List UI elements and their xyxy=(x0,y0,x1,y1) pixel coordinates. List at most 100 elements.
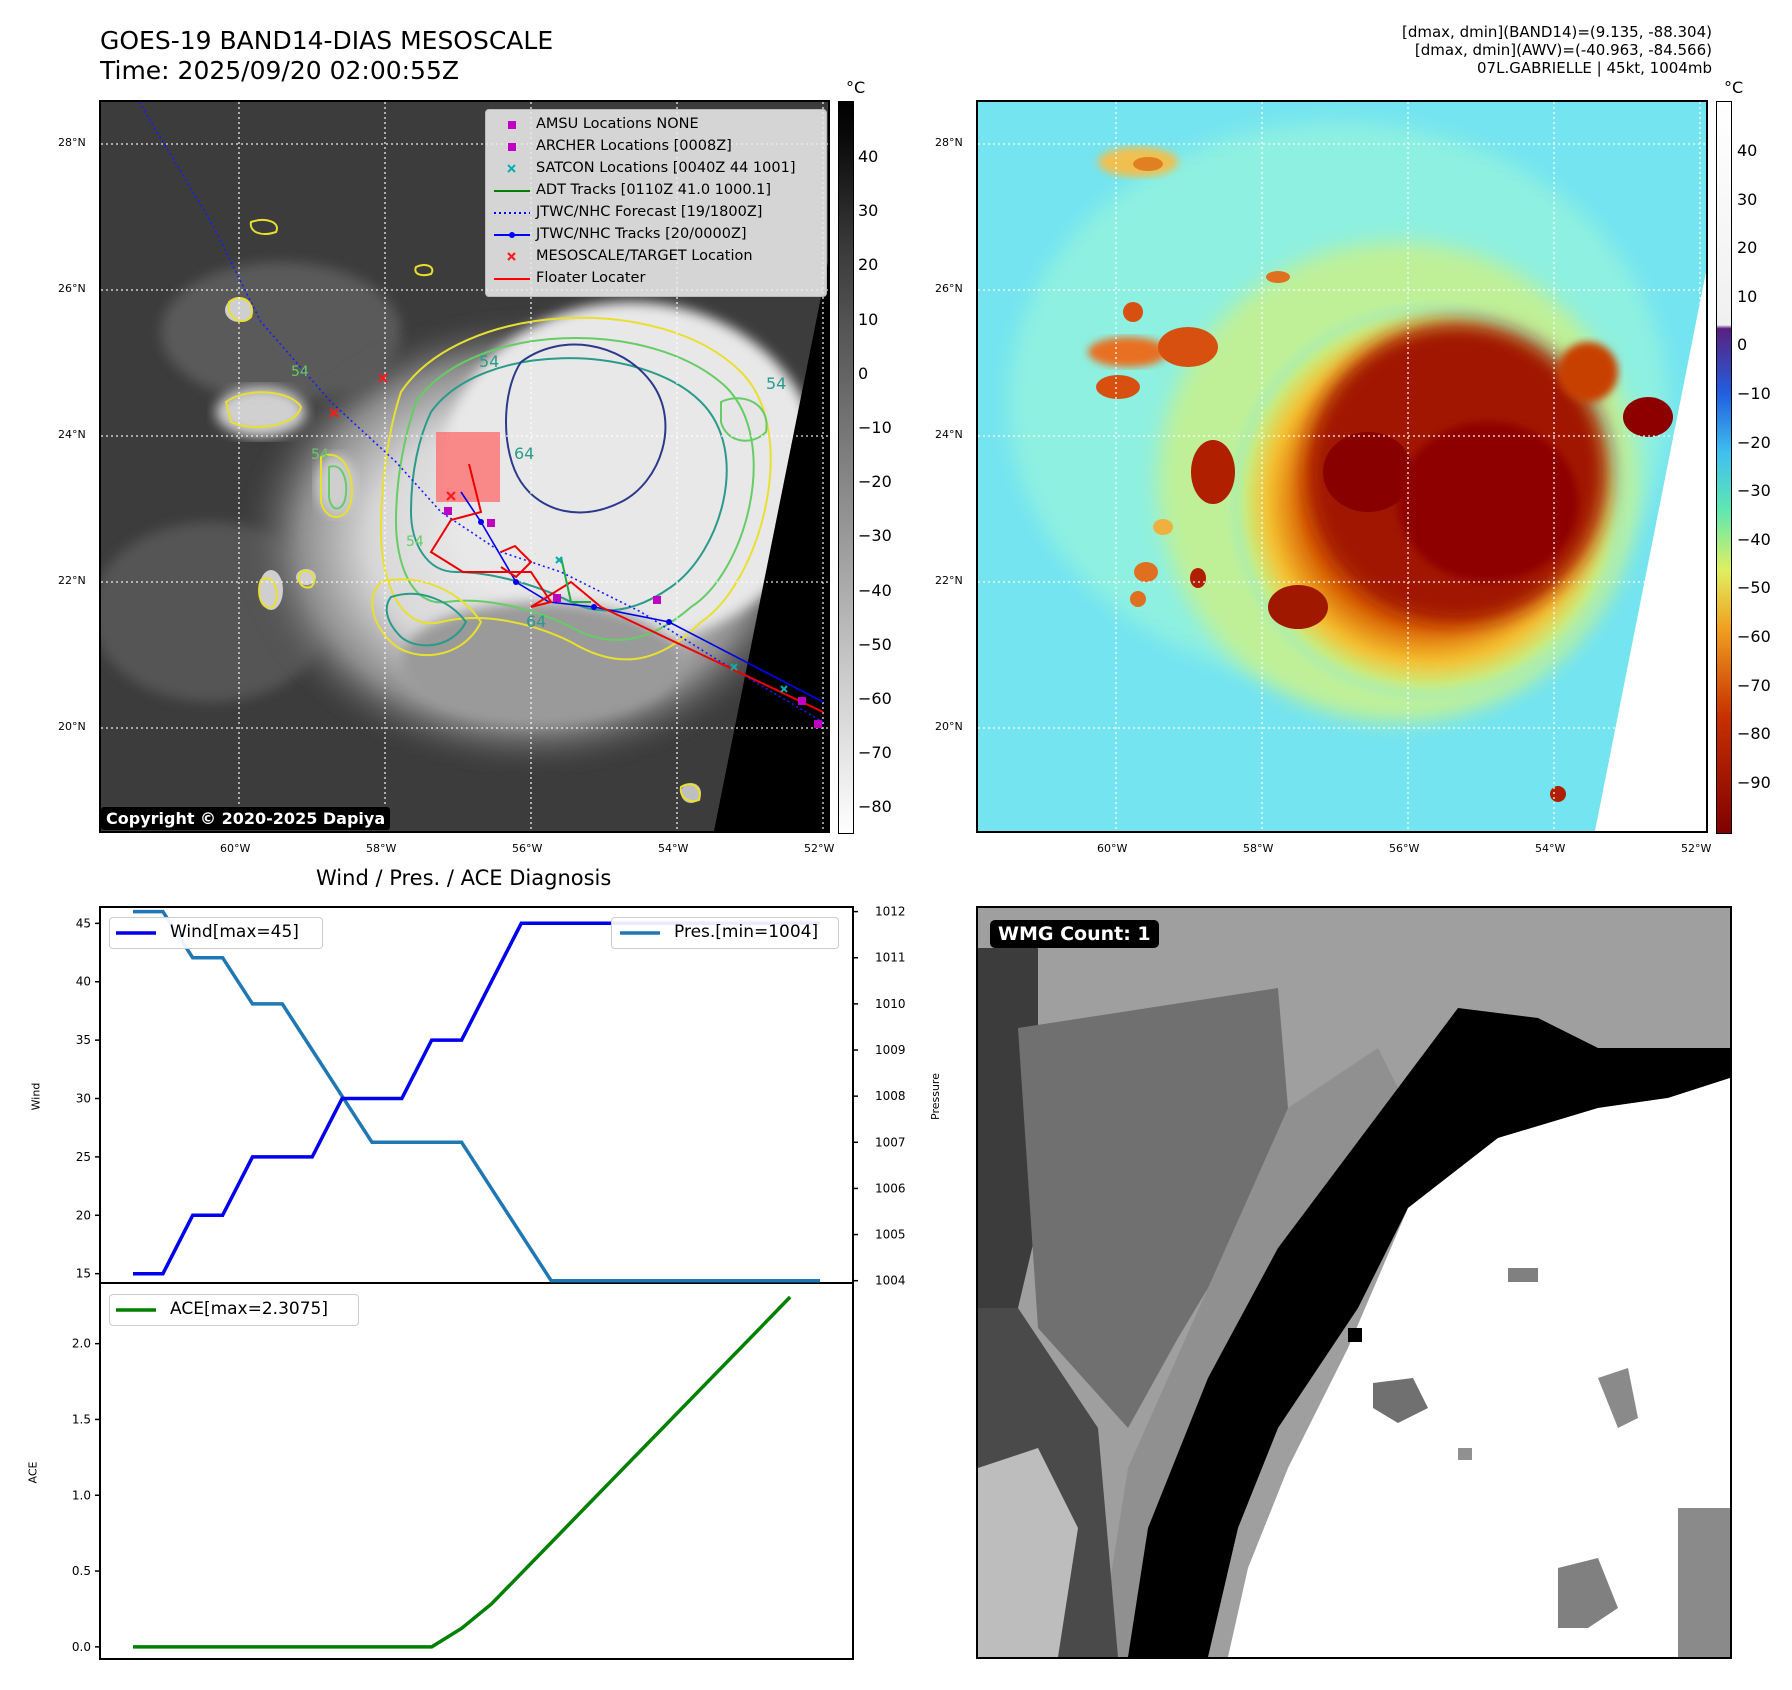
contour-label: 54 xyxy=(479,352,500,371)
pressure-axis-label: Pressure xyxy=(928,1073,942,1120)
copyright-badge: Copyright © 2020-2025 Dapiya xyxy=(101,807,391,830)
wind-tick-label: 40 xyxy=(76,975,91,989)
ace-tick-label: 1.0 xyxy=(72,1488,91,1502)
colorbar-tick: −40 xyxy=(1737,529,1771,549)
ir-lat-tick: 22°N xyxy=(58,574,86,587)
awv-map-image xyxy=(978,102,1706,831)
ace-tick-label: 1.5 xyxy=(72,1412,91,1426)
intensity-info: [dmax, dmin](BAND14)=(9.135, -88.304) [d… xyxy=(1402,23,1712,77)
colorbar-tick: 40 xyxy=(858,147,879,166)
colorbar-tick: −80 xyxy=(858,797,892,817)
colorbar-tick: −70 xyxy=(858,743,892,763)
ir-lon-tick: 54°W xyxy=(658,842,689,855)
legend-floater: Floater Locater xyxy=(494,270,646,286)
pressure-tick-label: 1008 xyxy=(875,1089,906,1103)
colorbar-tick: −20 xyxy=(858,472,892,492)
wind-tick-label: 35 xyxy=(76,1033,91,1047)
colorbar-tick: 20 xyxy=(858,255,879,275)
wind-tick-label: 30 xyxy=(76,1092,91,1106)
legend-adt: ADT Tracks [0110Z 41.0 1000.1] xyxy=(494,182,772,198)
colorbar-tick: 10 xyxy=(858,309,879,329)
awv-colorbar xyxy=(1716,101,1732,834)
ace-axis-label: ACE xyxy=(26,1461,40,1484)
awv-colorbar-unit: °C xyxy=(1724,78,1744,97)
colorbar-tick: 10 xyxy=(1737,286,1758,306)
awv-lon-tick: 54°W xyxy=(1535,842,1566,855)
awv-lon-tick: 56°W xyxy=(1389,842,1420,855)
ace-legend: ACE[max=2.3075] xyxy=(109,1294,359,1326)
colorbar-tick: −80 xyxy=(1737,724,1771,744)
contour-label: 54 xyxy=(311,447,329,463)
awv-lat-tick: 26°N xyxy=(935,282,963,295)
colorbar-tick: −40 xyxy=(858,580,892,600)
awv-lon-tick: 52°W xyxy=(1681,842,1712,855)
ir-lon-tick: 56°W xyxy=(512,842,543,855)
ir-colorbar xyxy=(838,101,854,834)
ir-lat-tick: 24°N xyxy=(58,428,86,441)
wind-legend-label: Wind[max=45] xyxy=(170,922,299,942)
ace-series-line xyxy=(133,1295,792,1649)
wind-legend: Wind[max=45] xyxy=(109,917,323,949)
colorbar-tick: −10 xyxy=(1737,384,1771,403)
wind-plot-frame xyxy=(99,906,854,1284)
contour-label: 64 xyxy=(526,612,547,631)
awv-lat-tick: 22°N xyxy=(935,574,963,587)
figure-title: GOES-19 BAND14-DIAS MESOSCALE Time: 2025… xyxy=(100,26,553,86)
awv-lon-tick: 60°W xyxy=(1097,842,1128,855)
colorbar-tick: −20 xyxy=(1737,432,1771,452)
wind-tick-label: 20 xyxy=(76,1208,91,1222)
pressure-tick-label: 1004 xyxy=(875,1274,906,1288)
colorbar-tick: −50 xyxy=(858,634,892,654)
ace-legend-label: ACE[max=2.3075] xyxy=(170,1299,328,1319)
pressure-tick-label: 1009 xyxy=(875,1043,906,1057)
ace-tick-label: 2.0 xyxy=(72,1337,91,1351)
pressure-series-line xyxy=(133,909,820,1283)
contour-label: 64 xyxy=(514,444,535,463)
ir-lon-tick: 60°W xyxy=(220,842,251,855)
legend-tracks: JTWC/NHC Tracks [20/0000Z] xyxy=(486,224,826,246)
pressure-tick-label: 1006 xyxy=(875,1181,906,1195)
contour-label: 54 xyxy=(291,364,309,380)
colorbar-tick: −10 xyxy=(858,418,892,437)
contour-label: 54 xyxy=(406,534,424,550)
wind-axis-label: Wind xyxy=(29,1082,43,1111)
contour-label: 54 xyxy=(766,374,787,393)
wmg-count-badge: WMG Count: 1 xyxy=(990,920,1159,948)
ir-map-panel: 54 54 64 64 54 54 54 AMSU Locations NONE… xyxy=(99,100,830,833)
colorbar-tick: −30 xyxy=(1737,481,1771,501)
colorbar-tick: −70 xyxy=(1737,675,1771,695)
pressure-tick-label: 1005 xyxy=(875,1228,906,1242)
colorbar-tick: −50 xyxy=(1737,578,1771,598)
legend-archer: ARCHER Locations [0008Z] xyxy=(486,136,826,158)
pressure-legend: Pres.[min=1004] xyxy=(611,917,839,949)
ir-colorbar-unit: °C xyxy=(846,78,866,97)
ace-tick-label: 0.0 xyxy=(72,1640,91,1654)
pressure-tick-label: 1010 xyxy=(875,997,906,1011)
wind-series-line xyxy=(133,921,820,1276)
legend-amsu: AMSU Locations NONE xyxy=(486,114,826,136)
colorbar-tick: 40 xyxy=(1737,141,1758,160)
colorbar-tick: 20 xyxy=(1737,238,1758,258)
pressure-legend-label: Pres.[min=1004] xyxy=(674,922,819,942)
colorbar-tick: 30 xyxy=(1737,189,1758,209)
awv-lat-tick: 28°N xyxy=(935,136,963,149)
info-line-3: 07L.GABRIELLE | 45kt, 1004mb xyxy=(1477,59,1712,77)
pressure-tick-label: 1007 xyxy=(875,1135,906,1149)
wind-tick-label: 25 xyxy=(76,1150,91,1164)
title-line-2: Time: 2025/09/20 02:00:55Z xyxy=(100,56,459,85)
title-line-1: GOES-19 BAND14-DIAS MESOSCALE xyxy=(100,26,554,55)
awv-lat-tick: 24°N xyxy=(935,428,963,441)
info-line-2: [dmax, dmin](AWV)=(-40.963, -84.566) xyxy=(1414,41,1712,59)
ir-lon-tick: 58°W xyxy=(366,842,397,855)
colorbar-tick: −90 xyxy=(1737,772,1771,792)
diag-title: Wind / Pres. / ACE Diagnosis xyxy=(316,866,612,890)
awv-lon-tick: 58°W xyxy=(1243,842,1274,855)
colorbar-tick: 0 xyxy=(858,363,869,383)
ir-lat-tick: 26°N xyxy=(58,282,86,295)
ir-lat-tick: 28°N xyxy=(58,136,86,149)
awv-lat-tick: 20°N xyxy=(935,720,963,733)
info-line-1: [dmax, dmin](BAND14)=(9.135, -88.304) xyxy=(1401,23,1712,41)
ace-tick-label: 0.5 xyxy=(72,1564,91,1578)
colorbar-tick: 0 xyxy=(1737,335,1748,355)
track-legend: AMSU Locations NONE ARCHER Locations [00… xyxy=(485,109,827,297)
